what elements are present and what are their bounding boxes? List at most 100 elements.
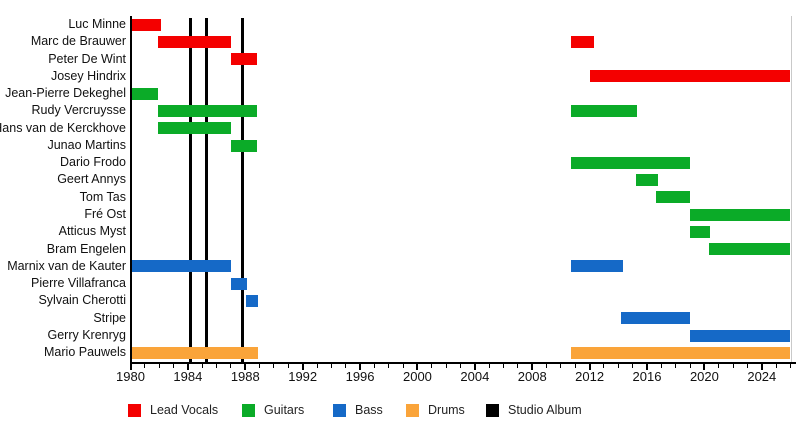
row-label: Hans van de Kerckhove: [0, 120, 126, 135]
timeline-bar: [570, 260, 623, 273]
row-label: Bram Engelen: [46, 241, 126, 256]
legend-label: Drums: [428, 403, 465, 417]
row-label: Stripe: [93, 310, 126, 325]
x-axis-minor-tick: [503, 363, 505, 368]
timeline-bar: [230, 277, 247, 290]
x-axis-minor-tick: [574, 363, 576, 368]
x-axis-minor-tick: [201, 363, 203, 368]
legend-item-studio-album: Studio Album: [486, 404, 636, 418]
x-axis-minor-tick: [158, 363, 160, 368]
timeline-bar: [655, 191, 691, 204]
timeline-bar: [130, 18, 161, 31]
x-axis-minor-tick: [388, 363, 390, 368]
x-axis-minor-tick: [345, 363, 347, 368]
x-axis-major-tick: [244, 363, 247, 370]
timeline-bar: [690, 329, 791, 342]
row-label: Fré Ost: [84, 207, 126, 222]
x-axis-minor-tick: [144, 363, 146, 368]
x-axis-minor-tick: [675, 363, 677, 368]
x-axis-minor-tick: [373, 363, 375, 368]
timeline-bar: [130, 87, 158, 100]
studio-album-color-swatch: [486, 404, 499, 417]
x-axis-minor-tick: [732, 363, 734, 368]
x-axis-minor-tick: [517, 363, 519, 368]
timeline-bar: [230, 53, 257, 66]
legend-label: Lead Vocals: [150, 403, 219, 417]
x-axis-tick-label: 1984: [173, 368, 203, 384]
x-axis-minor-tick: [546, 363, 548, 368]
timeline-bar: [570, 35, 594, 48]
x-axis-minor-tick: [560, 363, 562, 368]
x-axis-major-tick: [129, 363, 132, 370]
guitars-color-swatch: [242, 404, 255, 417]
legend-item-lead-vocals: Lead Vocals: [128, 404, 278, 418]
timeline-bar: [157, 105, 257, 117]
x-axis-tick-label: 2008: [517, 368, 547, 384]
studio-album-line: [240, 18, 244, 362]
drums-color-swatch: [406, 404, 419, 417]
timeline-bar: [635, 174, 659, 187]
x-axis-major-tick: [703, 363, 706, 370]
timeline-bar: [230, 139, 257, 152]
x-axis-minor-tick: [230, 363, 232, 368]
x-axis-minor-tick: [660, 363, 662, 368]
x-axis-major-tick: [760, 363, 763, 370]
x-axis-minor-tick: [216, 363, 218, 368]
timeline-bar: [246, 295, 259, 308]
row-label: Peter De Wint: [48, 51, 126, 66]
row-label: Jean-Pierre Dekeghel: [5, 86, 126, 101]
x-axis-minor-tick: [259, 363, 261, 368]
row-label: Luc Minne: [68, 17, 126, 31]
y-axis-line: [129, 16, 132, 362]
timeline-bar: [570, 105, 637, 117]
row-label: Atticus Myst: [58, 224, 126, 239]
x-axis-minor-tick: [488, 363, 490, 368]
timeline-bar: [570, 156, 691, 169]
row-label: Geert Annys: [57, 172, 126, 187]
lead-vocals-color-swatch: [128, 404, 141, 417]
x-axis-tick-label: 1988: [230, 368, 260, 384]
studio-album-line: [189, 18, 193, 362]
x-axis-minor-tick: [287, 363, 289, 368]
row-label: Dario Frodo: [60, 155, 126, 170]
x-axis-tick-label: 2000: [402, 368, 432, 384]
row-label: Junao Martins: [47, 137, 126, 152]
legend-item-guitars: Guitars: [242, 404, 392, 418]
x-axis-tick-label: 1980: [116, 368, 145, 384]
row-label: Marc de Brauwer: [30, 34, 126, 49]
x-axis-minor-tick: [617, 363, 619, 368]
row-label: Gerry Krenryg: [47, 327, 127, 342]
timeline-bar: [690, 225, 711, 238]
legend-item-bass: Bass: [333, 404, 483, 418]
row-label: Pierre Villafranca: [31, 276, 126, 291]
timeline-bar: [708, 243, 791, 256]
timeline-bar: [589, 70, 791, 83]
x-axis-major-tick: [301, 363, 304, 370]
x-axis-minor-tick: [173, 363, 175, 368]
row-label: Tom Tas: [79, 189, 126, 204]
row-label: Mario Pauwels: [44, 345, 126, 360]
x-axis-minor-tick: [330, 363, 332, 368]
row-label: Sylvain Cherotti: [38, 293, 126, 308]
row-label: Marnix van de Kauter: [7, 258, 126, 273]
x-axis-minor-tick: [445, 363, 447, 368]
x-axis-minor-tick: [718, 363, 720, 368]
x-axis-major-tick: [531, 363, 534, 370]
x-axis-major-tick: [416, 363, 419, 370]
x-axis-minor-tick: [790, 363, 791, 368]
x-axis-minor-tick: [603, 363, 605, 368]
x-axis-minor-tick: [316, 363, 318, 368]
plot-right-border: [790, 16, 792, 362]
x-axis-tick-label: 2024: [747, 368, 777, 384]
legend-label: Studio Album: [508, 403, 582, 417]
x-axis-tick-label: 1992: [288, 368, 318, 384]
x-axis-minor-tick: [273, 363, 275, 368]
row-label: Rudy Vercruysse: [31, 103, 126, 118]
studio-album-line: [205, 18, 209, 362]
row-label: Josey Hindrix: [50, 68, 126, 83]
x-axis-major-tick: [473, 363, 476, 370]
legend-label: Guitars: [264, 403, 305, 417]
bass-color-swatch: [333, 404, 346, 417]
timeline-bar: [130, 346, 259, 359]
